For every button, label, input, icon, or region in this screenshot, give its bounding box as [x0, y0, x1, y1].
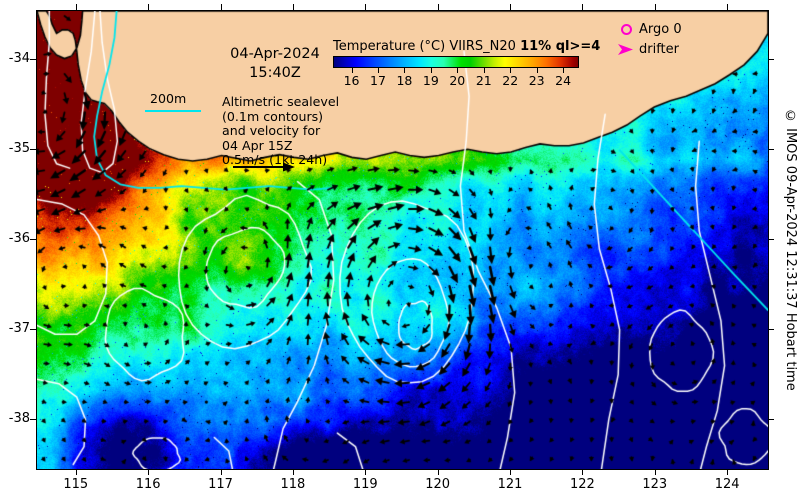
x-axis-label: 121	[497, 477, 523, 492]
y-axis-label: -38	[8, 410, 30, 426]
x-axis-tick	[727, 469, 729, 475]
y-axis-label: -34	[8, 51, 30, 67]
x-axis-label: 122	[570, 477, 595, 492]
x-axis-tick-top	[75, 4, 77, 10]
y-axis-tick-right	[768, 239, 774, 240]
colorbar-title-bold: 11% ql>=4	[520, 39, 601, 54]
colorbar-tick-label: 20	[449, 73, 466, 88]
colorbar-title: Temperature (°C) VIIRS_N20 11% ql>=4	[333, 39, 600, 54]
x-axis-tick-top	[437, 4, 439, 10]
x-axis-label: 124	[714, 477, 740, 492]
colorbar-tick	[430, 68, 432, 73]
colorbar-tick-label: 24	[555, 73, 572, 88]
x-axis-tick-top	[292, 4, 294, 10]
colorbar-gradient	[333, 56, 579, 68]
datetime-annotation: 04-Apr-2024 15:40Z	[215, 45, 335, 83]
y-axis-tick	[30, 239, 36, 240]
legend-label-drifter: drifter	[639, 41, 679, 57]
colorbar-ticks	[333, 68, 579, 73]
colorbar-tick-label: 23	[528, 73, 545, 88]
y-axis-tick	[30, 418, 36, 420]
colorbar-tick	[510, 68, 512, 73]
colorbar-tick	[483, 68, 485, 73]
colorbar-tick-label: 21	[475, 73, 492, 88]
y-axis-tick-right	[768, 328, 774, 330]
x-axis-label: 117	[208, 477, 233, 492]
x-axis-tick-top	[148, 4, 150, 10]
x-axis-tick	[292, 469, 294, 475]
y-axis-tick	[30, 59, 36, 61]
copyright-text: © IMOS 09-Apr-2024 12:31:37 Hobart time	[783, 109, 798, 391]
x-axis-tick	[220, 469, 222, 475]
y-axis-tick-right	[768, 59, 774, 61]
x-axis-tick	[148, 469, 150, 475]
bathymetry-scale-label: 200m	[150, 91, 187, 106]
x-axis-tick-top	[365, 4, 367, 10]
x-axis-label: 119	[352, 477, 378, 492]
x-axis-label: 115	[63, 477, 89, 492]
x-axis-tick-top	[220, 4, 222, 10]
x-axis-tick	[365, 469, 367, 475]
x-axis-tick	[510, 469, 512, 475]
colorbar-tick-label: 18	[396, 73, 413, 88]
colorbar-tick	[457, 68, 459, 73]
x-axis-tick	[437, 469, 439, 475]
y-axis-tick	[30, 328, 36, 330]
colorbar-tick-label: 16	[343, 73, 360, 88]
colorbar: Temperature (°C) VIIRS_N20 11% ql>=4 16 1…	[333, 39, 600, 88]
colorbar-tick-labels: 16 17 18 19 20 21 22 23 24	[333, 73, 579, 88]
x-axis-label: 120	[425, 477, 451, 492]
x-axis-tick	[75, 469, 77, 475]
legend-item-argo[interactable]: Argo 0	[613, 19, 682, 39]
marker-legend: Argo 0 drifter	[613, 19, 682, 59]
colorbar-title-plain: Temperature (°C) VIIRS_N20	[333, 39, 521, 54]
map-plot-area[interactable]: 04-Apr-2024 15:40Z Altimetric sealevel (…	[36, 10, 769, 470]
legend-item-drifter[interactable]: drifter	[613, 39, 682, 59]
copyright-notice: © IMOS 09-Apr-2024 12:31:37 Hobart time	[783, 0, 798, 500]
y-axis-label: -36	[8, 231, 30, 246]
y-axis-tick-right	[768, 149, 774, 151]
x-axis-tick-top	[582, 4, 584, 10]
overlay-vector-layer	[37, 11, 768, 469]
x-axis-tick	[582, 469, 584, 475]
y-axis-label: -37	[8, 320, 30, 336]
colorbar-tick	[351, 68, 353, 73]
x-axis-label: 118	[280, 477, 306, 492]
colorbar-tick-label: 22	[502, 73, 519, 88]
argo-circle-icon	[613, 23, 639, 35]
legend-label-argo: Argo 0	[639, 21, 682, 37]
y-axis-tick-right	[768, 418, 774, 420]
bathymetry-scale-line	[145, 110, 201, 112]
colorbar-tick	[563, 68, 565, 73]
y-axis-tick	[30, 149, 36, 151]
acquisition-time: 15:40Z	[249, 65, 301, 81]
altimetry-description: Altimetric sealevel (0.1m contours) and …	[222, 94, 340, 168]
colorbar-tick-label: 19	[422, 73, 439, 88]
colorbar-tick-label: 17	[370, 73, 386, 88]
y-axis-label: -35	[8, 141, 30, 157]
colorbar-tick	[404, 68, 406, 73]
acquisition-date: 04-Apr-2024	[230, 46, 320, 62]
x-axis-tick	[654, 469, 656, 475]
x-axis-tick-top	[510, 4, 512, 10]
colorbar-tick	[377, 68, 379, 73]
colorbar-tick	[536, 68, 538, 73]
x-axis-label: 116	[135, 477, 161, 492]
x-axis-tick-top	[654, 4, 656, 10]
velocity-scale-arrow-icon	[233, 162, 295, 172]
x-axis-label: 123	[642, 477, 668, 492]
drifter-arrow-icon	[613, 43, 639, 56]
x-axis-tick-top	[727, 4, 729, 10]
